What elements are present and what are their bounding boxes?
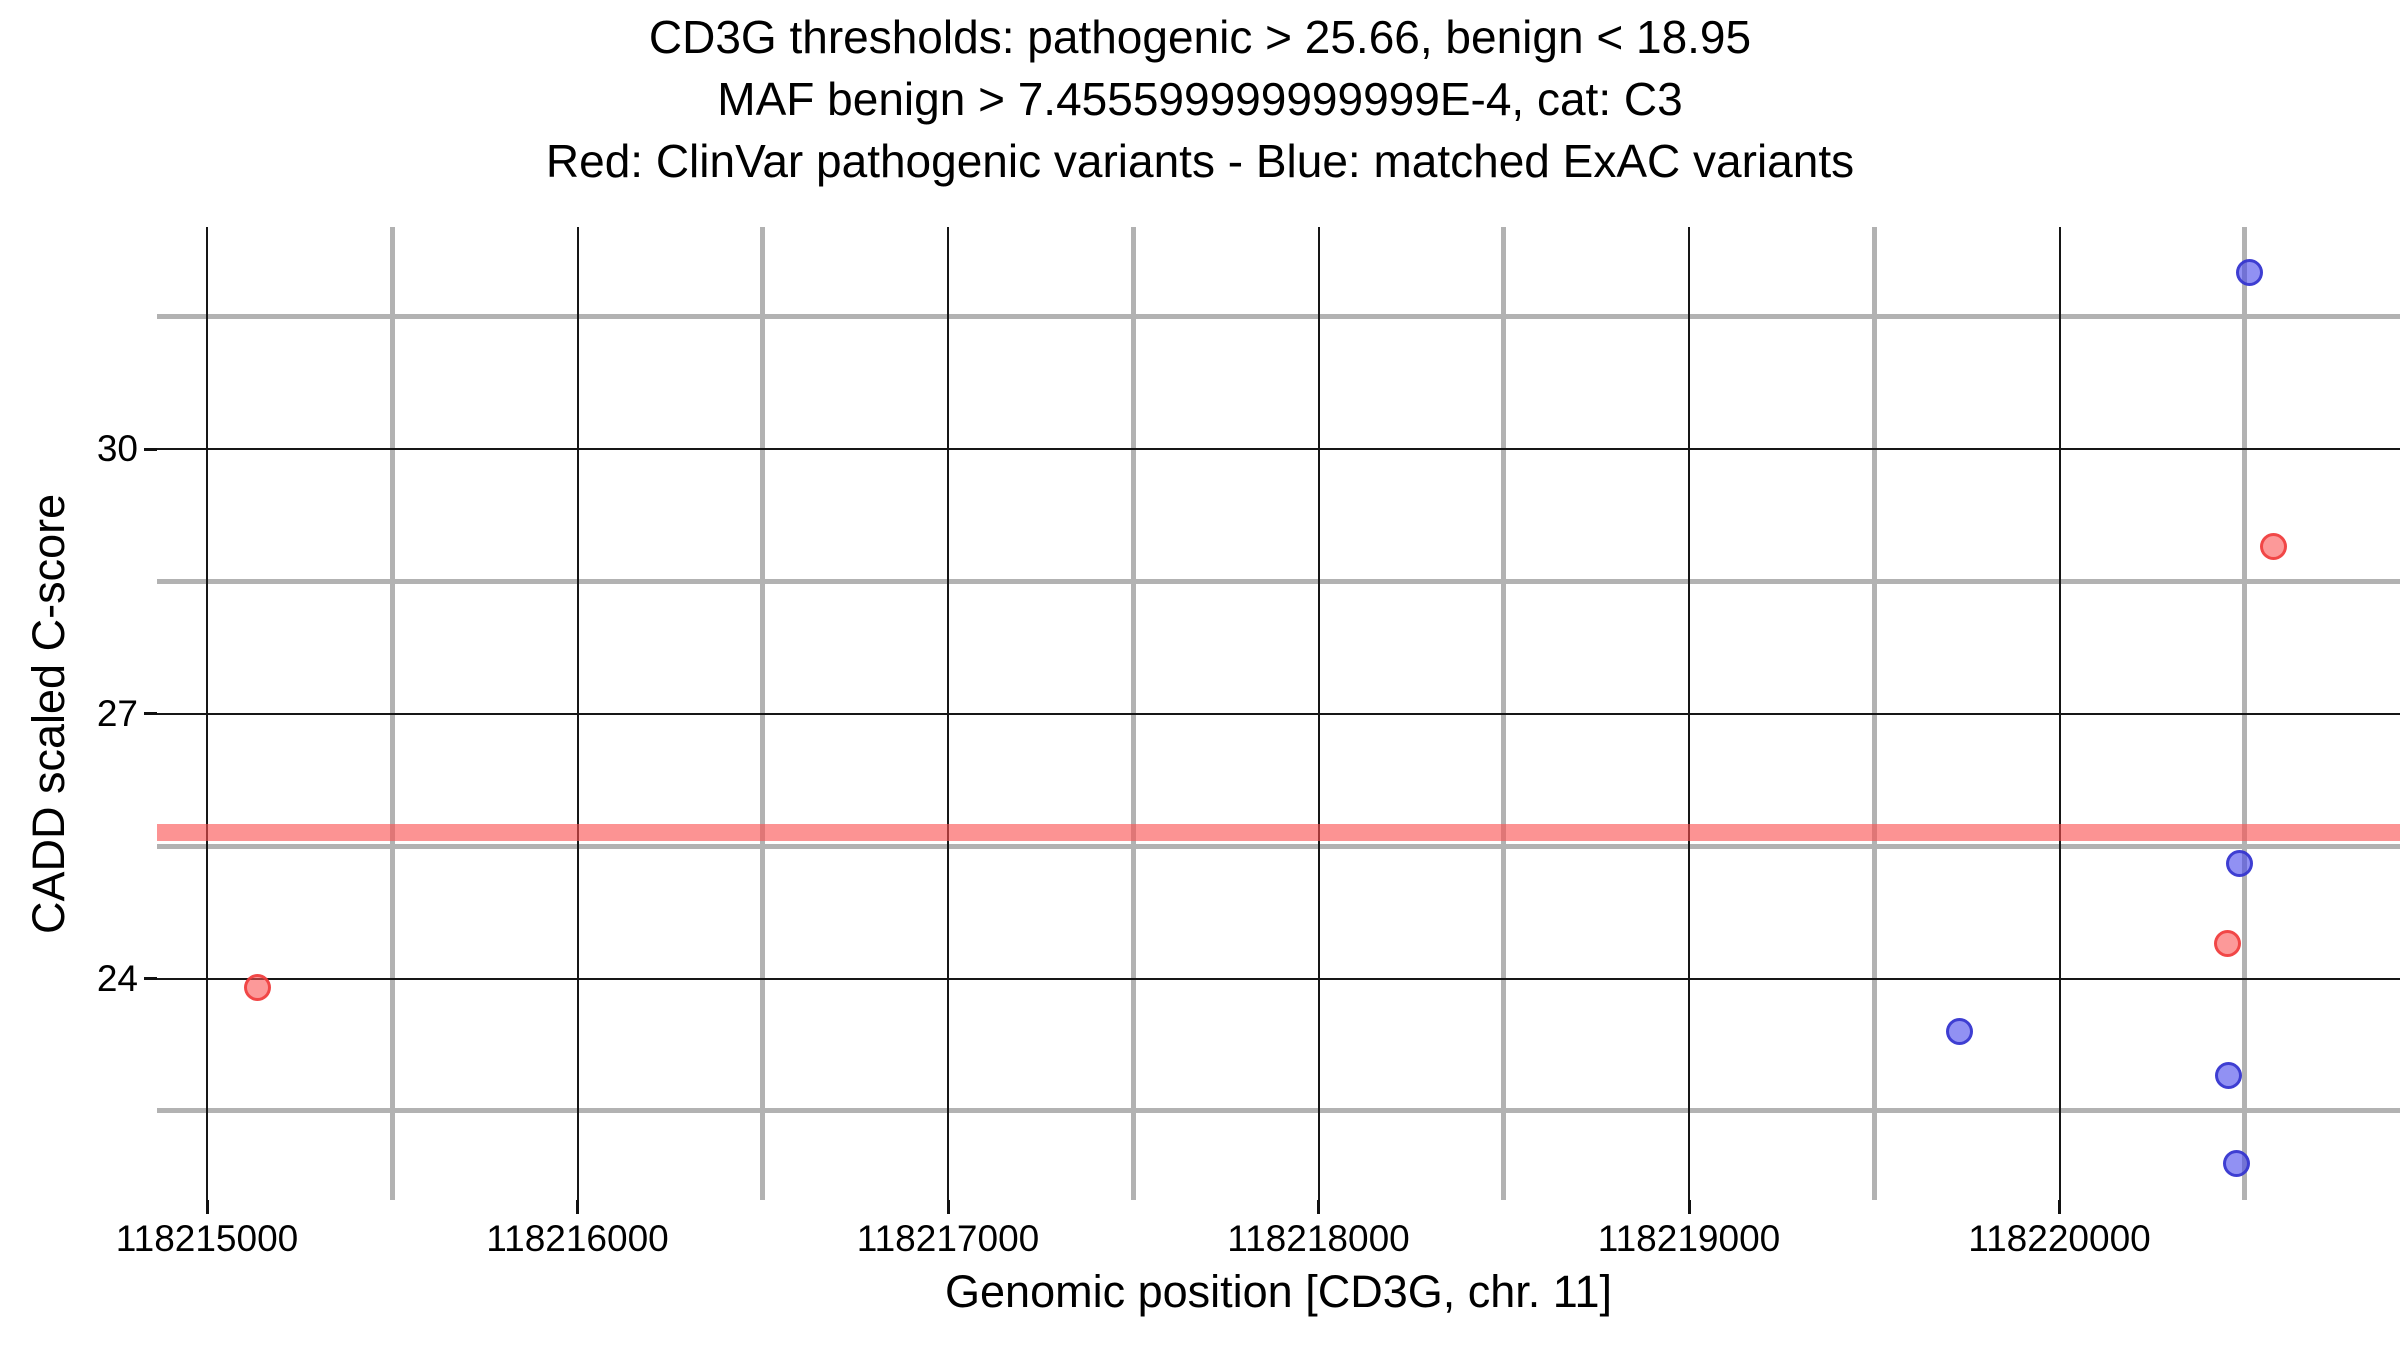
data-point-benign xyxy=(1946,1018,1974,1045)
x-tick-label: 118215000 xyxy=(115,1218,299,1259)
x-tick-label: 118219000 xyxy=(1597,1218,1781,1259)
y-axis-tick xyxy=(144,712,157,716)
x-axis-tick xyxy=(576,1200,580,1214)
x-major-gridline xyxy=(1688,227,1690,1200)
x-axis-tick xyxy=(1687,1200,1691,1214)
y-tick-label: 27 xyxy=(96,692,138,734)
chart-title-line-2: MAF benign > 7.455599999999999E-4, cat: … xyxy=(717,73,1683,125)
x-axis-title: Genomic position [CD3G, chr. 11] xyxy=(945,1266,1612,1317)
x-major-gridline xyxy=(576,227,579,1200)
y-minor-gridline xyxy=(157,314,2400,320)
data-point-benign xyxy=(2222,1150,2250,1178)
y-tick-label: 24 xyxy=(96,957,138,999)
chart-title-line-1: CD3G thresholds: pathogenic > 25.66, ben… xyxy=(648,11,1752,63)
data-point-pathogenic xyxy=(2213,929,2241,957)
data-point-pathogenic xyxy=(244,973,272,1001)
y-minor-gridline xyxy=(157,843,2400,849)
x-major-gridline xyxy=(2058,227,2061,1200)
y-minor-gridline xyxy=(157,579,2400,585)
x-axis-tick xyxy=(2058,1200,2061,1214)
data-point-pathogenic xyxy=(2259,532,2287,560)
y-axis-title: CADD scaled C-score xyxy=(23,493,74,934)
x-axis-tick xyxy=(946,1200,950,1214)
x-major-gridline xyxy=(206,227,209,1200)
chart-title-line-3: Red: ClinVar pathogenic variants - Blue:… xyxy=(545,135,1855,187)
x-major-gridline xyxy=(1317,227,1320,1200)
y-major-gridline xyxy=(157,448,2400,451)
chart-title: CD3G thresholds: pathogenic > 25.66, ben… xyxy=(0,6,2400,192)
y-axis-tick xyxy=(144,447,157,451)
y-major-gridline xyxy=(157,712,2400,715)
y-tick-label: 30 xyxy=(96,428,138,470)
x-tick-label: 118217000 xyxy=(856,1218,1040,1259)
x-tick-label: 118218000 xyxy=(1227,1218,1410,1259)
y-minor-gridline xyxy=(157,1108,2400,1114)
data-point-benign xyxy=(2235,259,2263,287)
x-axis-tick xyxy=(205,1200,209,1214)
x-tick-label: 118216000 xyxy=(486,1218,669,1259)
data-point-benign xyxy=(2214,1062,2242,1090)
x-major-gridline xyxy=(947,227,949,1200)
y-major-gridline xyxy=(157,977,2400,980)
data-point-benign xyxy=(2225,850,2253,878)
pathogenic-threshold-line xyxy=(157,823,2400,841)
x-axis-tick xyxy=(1317,1200,1320,1214)
x-tick-label: 118220000 xyxy=(1968,1218,2151,1259)
y-axis-tick xyxy=(144,977,157,981)
